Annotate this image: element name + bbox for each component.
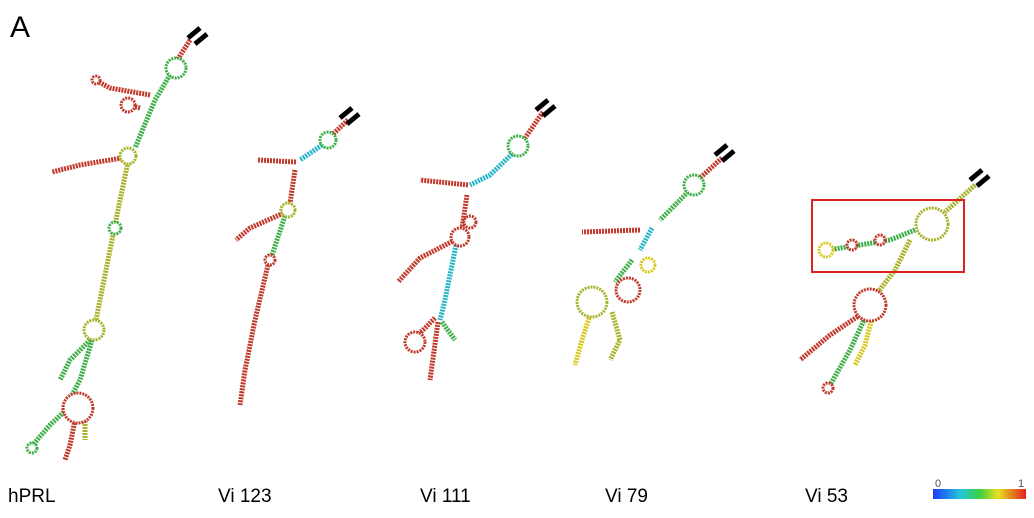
loop xyxy=(403,330,427,354)
highlight-box xyxy=(811,199,965,273)
colorbar-max: 1 xyxy=(1018,478,1024,490)
loop xyxy=(25,441,39,455)
stem xyxy=(93,161,131,321)
structure-vi79 xyxy=(572,143,736,366)
stem xyxy=(28,408,68,450)
loop xyxy=(682,173,706,197)
loop xyxy=(914,206,950,242)
branch xyxy=(396,237,457,284)
stem xyxy=(69,339,95,397)
structure-label: Vi 79 xyxy=(605,486,648,507)
loop xyxy=(817,241,835,259)
loop xyxy=(873,233,887,247)
break-mark xyxy=(713,143,729,157)
branch xyxy=(852,317,875,367)
stem xyxy=(427,321,441,381)
stem xyxy=(943,183,977,214)
structure-label: Vi 111 xyxy=(420,486,471,507)
break-mark xyxy=(720,149,736,163)
loop xyxy=(164,56,188,80)
loop xyxy=(575,285,609,319)
loop xyxy=(107,220,123,236)
stem xyxy=(330,118,350,137)
stem xyxy=(287,169,298,204)
loop xyxy=(614,276,642,304)
break-mark xyxy=(345,112,361,126)
stem xyxy=(698,156,724,180)
branch xyxy=(419,177,469,188)
loop xyxy=(852,287,888,323)
branch xyxy=(234,209,288,242)
structure-vi53 xyxy=(798,168,991,395)
loop xyxy=(90,74,102,86)
break-mark xyxy=(338,106,354,120)
branch xyxy=(607,311,623,362)
break-mark xyxy=(534,98,550,112)
stem xyxy=(876,238,913,294)
stem xyxy=(468,152,514,188)
structure-vi111 xyxy=(396,98,557,381)
break-mark xyxy=(193,32,209,46)
branch xyxy=(93,77,151,98)
stem xyxy=(658,190,690,222)
stem xyxy=(572,314,593,366)
stem xyxy=(798,312,862,362)
break-mark xyxy=(186,26,202,40)
stem xyxy=(269,215,288,256)
loop xyxy=(462,214,478,230)
colorbar xyxy=(933,489,1026,499)
break-mark xyxy=(968,168,984,182)
structure-label: Vi 123 xyxy=(218,486,272,507)
loop xyxy=(318,130,338,150)
branch xyxy=(416,316,437,337)
loop xyxy=(845,238,859,252)
stem xyxy=(437,244,459,321)
loop xyxy=(449,226,471,248)
branch xyxy=(581,227,641,235)
loop xyxy=(61,391,95,425)
loop xyxy=(263,253,277,267)
branch xyxy=(51,155,123,175)
loop xyxy=(821,381,835,395)
break-mark xyxy=(541,104,557,118)
stem xyxy=(459,194,470,229)
structure-vi123 xyxy=(234,106,361,406)
break-mark xyxy=(975,174,991,188)
stem xyxy=(132,73,173,149)
stem xyxy=(522,110,546,140)
branch xyxy=(57,338,92,382)
branch xyxy=(439,320,458,342)
loop xyxy=(279,201,297,219)
stem xyxy=(62,419,78,461)
panel-label: A xyxy=(10,11,30,44)
stem xyxy=(237,264,271,406)
structure-label: hPRL xyxy=(8,486,56,507)
stem xyxy=(827,227,916,253)
loop xyxy=(506,134,530,158)
loop xyxy=(118,146,138,166)
stem xyxy=(613,258,634,284)
stem xyxy=(637,226,655,252)
colorbar-min: 0 xyxy=(935,478,941,490)
stem xyxy=(298,142,324,163)
structure-label: Vi 53 xyxy=(805,486,848,507)
loop xyxy=(639,256,657,274)
branch xyxy=(257,157,297,165)
structure-hprl xyxy=(25,26,209,461)
loop xyxy=(82,318,106,342)
loop xyxy=(119,96,137,114)
